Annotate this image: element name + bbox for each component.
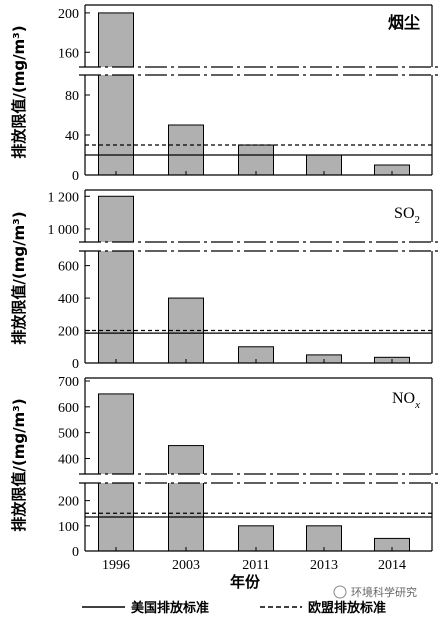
- panel-title: SO2: [394, 205, 420, 226]
- x-axis-title: 年份: [230, 573, 261, 591]
- watermark: 环境科学研究: [333, 585, 417, 599]
- y-tick-label: 500: [58, 427, 79, 442]
- panel-3: 0 100 200 400 500 600 700 NOx 排放限值/(mg/m³): [10, 375, 438, 560]
- watermark-icon: [333, 585, 347, 599]
- bar: [98, 12, 134, 176]
- axis-break-band: [79, 474, 438, 483]
- panel-2: 0 200 400 600 1 000 1 200 SO2 排放限值/(mg/m³): [10, 189, 438, 372]
- bar: [98, 195, 134, 364]
- y-tick-label: 200: [58, 7, 79, 22]
- x-tick-label: 2011: [242, 558, 269, 573]
- y-tick-label: 0: [72, 545, 79, 560]
- bar: [168, 445, 204, 552]
- x-tick-label: 2013: [310, 558, 338, 573]
- y-tick-label: 80: [65, 89, 79, 104]
- bar: [168, 124, 204, 176]
- bar: [98, 393, 134, 552]
- legend: 美国排放标准 欧盟排放标准: [82, 600, 386, 616]
- y-tick-label: 100: [58, 520, 79, 535]
- y-tick-label: 40: [65, 129, 79, 144]
- panel-title: NOx: [392, 390, 420, 411]
- y-tick-label: 400: [58, 292, 79, 307]
- y-tick-label: 1 200: [48, 190, 80, 205]
- panel-title: 烟尘: [388, 13, 420, 32]
- y-axis-label: 排放限值/(mg/m³): [10, 211, 28, 344]
- x-tick-label: 2014: [378, 558, 406, 573]
- axis-break-band: [79, 242, 438, 251]
- y-tick-label: 0: [72, 169, 79, 184]
- y-tick-label: 400: [58, 453, 79, 468]
- x-tick-label: 1996: [102, 558, 130, 573]
- y-tick-label: 0: [72, 357, 79, 372]
- bar: [238, 144, 274, 176]
- legend-label-eu: 欧盟排放标准: [308, 600, 386, 616]
- y-tick-label: 200: [58, 325, 79, 340]
- legend-label-us: 美国排放标准: [131, 600, 209, 616]
- y-tick-label: 600: [58, 260, 79, 275]
- y-tick-label: 160: [58, 46, 79, 61]
- y-tick-label: 200: [58, 495, 79, 510]
- axis-break-band: [79, 67, 438, 75]
- y-tick-label: 700: [58, 375, 79, 390]
- y-axis-label: 排放限值/(mg/m³): [10, 25, 28, 158]
- y-tick-label: 600: [58, 401, 79, 416]
- y-axis-label: 排放限值/(mg/m³): [10, 398, 28, 531]
- y-tick-label: 1 000: [48, 223, 80, 238]
- watermark-text: 环境科学研究: [351, 585, 417, 599]
- x-tick-label: 2003: [172, 558, 200, 573]
